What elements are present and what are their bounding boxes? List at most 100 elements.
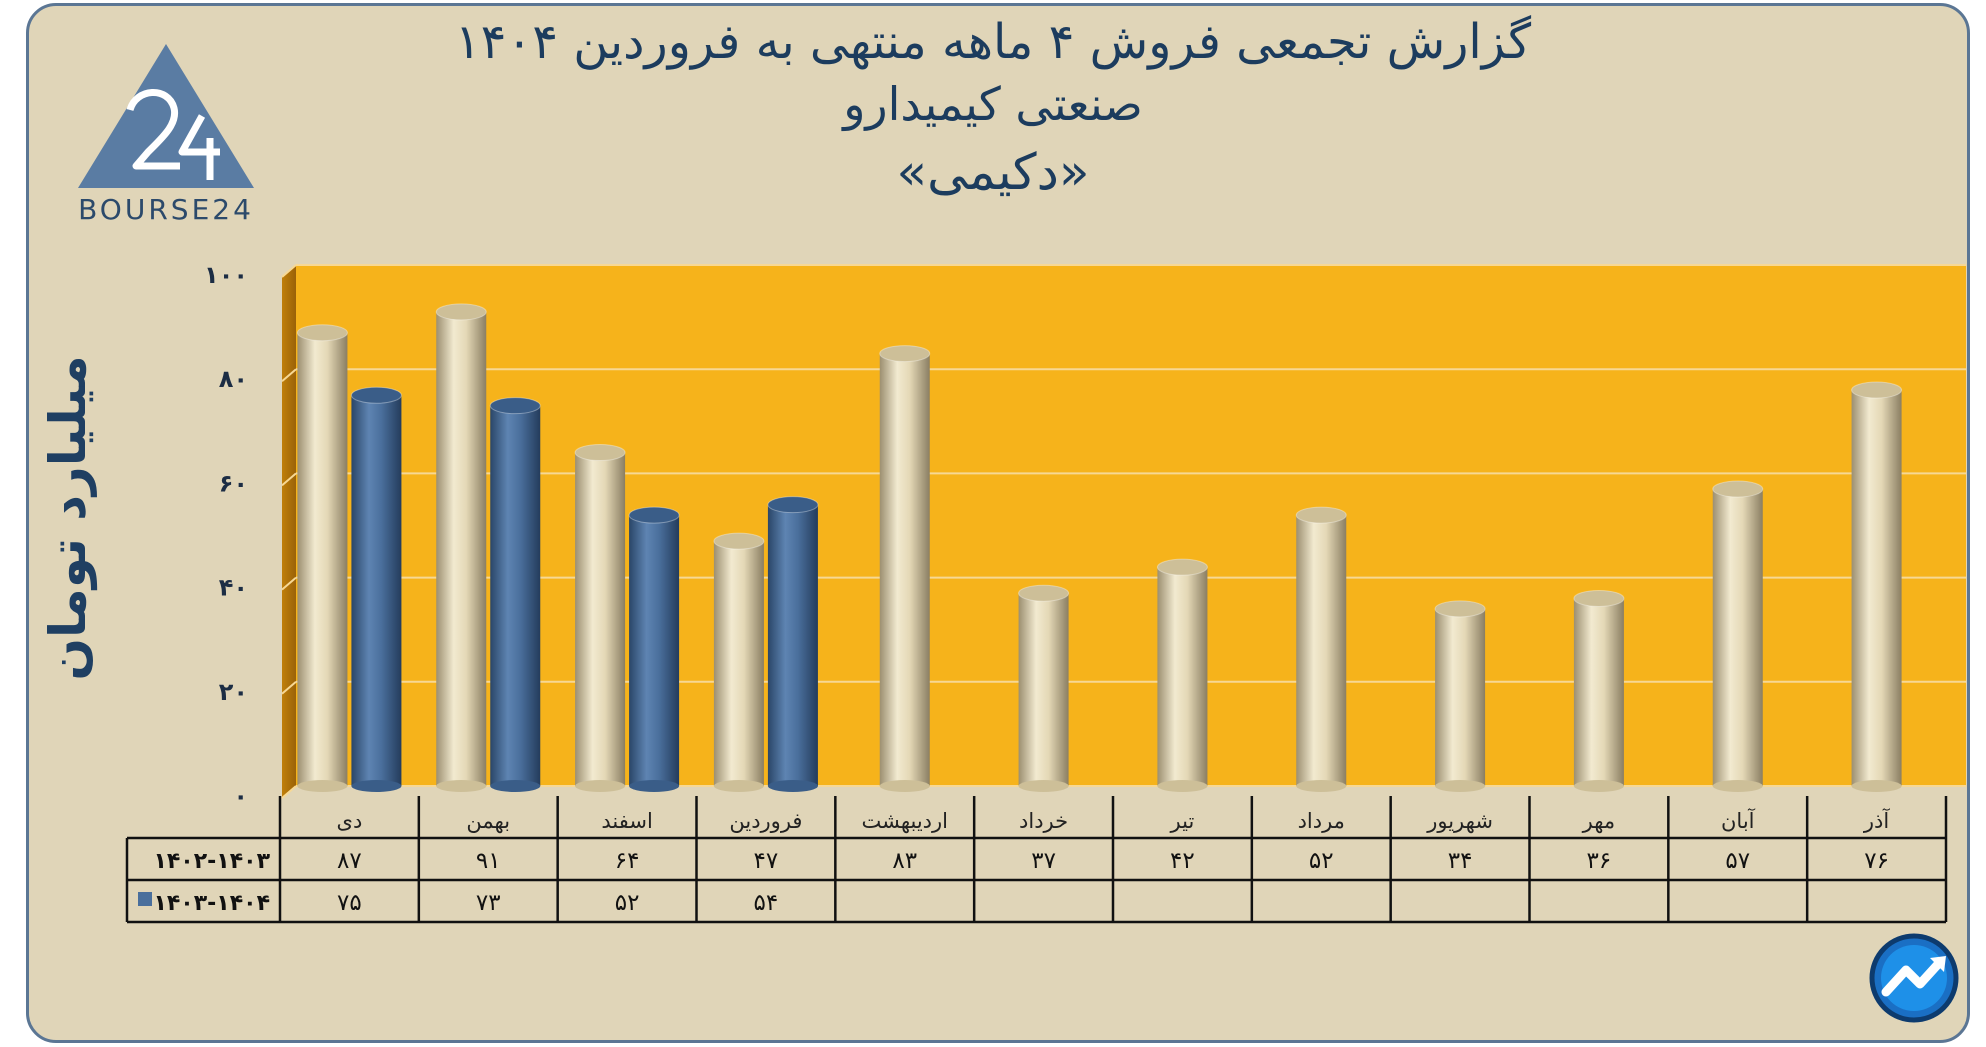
- bar: [1434, 600, 1486, 792]
- bar-base: [767, 780, 818, 792]
- logo-text: BOURSE24: [78, 193, 254, 226]
- bar-base: [1573, 780, 1624, 792]
- data-label: ۴۷: [754, 848, 779, 874]
- data-label: ۷۶: [1864, 848, 1889, 874]
- gridlines: [281, 264, 1966, 799]
- bar-body: [1851, 390, 1902, 786]
- bar-body: [629, 515, 680, 786]
- bar-cap: [350, 386, 402, 404]
- bar-cap: [574, 444, 626, 462]
- gridline-wall: [281, 368, 297, 382]
- y-tick-label: ۱۰۰: [204, 261, 248, 289]
- bar-body: [1435, 608, 1486, 786]
- chart-title: گزارش تجمعی فروش ۴ ماهه منتهی به فروردین…: [454, 14, 1532, 70]
- bar-body: [575, 452, 626, 786]
- series-label: ۱۴۰۳-۱۴۰۴: [153, 891, 270, 916]
- category-label: خرداد: [1019, 809, 1068, 833]
- bar-cap: [296, 324, 348, 342]
- bar: [1156, 558, 1208, 792]
- data-label: ۸۳: [892, 848, 917, 874]
- y-tick-label: ۴۰: [219, 574, 248, 602]
- bar-body: [297, 332, 348, 786]
- data-label: ۴۲: [1170, 848, 1195, 874]
- plot-area: [282, 265, 1966, 798]
- bar-cap: [1018, 584, 1070, 602]
- bar: [1018, 584, 1070, 792]
- bar-base: [629, 780, 680, 792]
- bar-body: [490, 405, 541, 786]
- bar-base: [1851, 780, 1902, 792]
- gridline-wall: [281, 264, 297, 278]
- company-name: صنعتی کیمیدارو: [843, 77, 1143, 131]
- y-tick-label: ۶۰: [219, 469, 248, 497]
- data-label: ۳۷: [1031, 848, 1056, 874]
- data-table: دی بهمن اسفند فروردین اردیبهشت خرداد تیر مرداد ش…: [125, 796, 1948, 924]
- plot-background: [296, 265, 1966, 786]
- data-label: ۸۷: [337, 848, 362, 874]
- bourse24-triangle-logo-icon: [78, 44, 254, 188]
- category-label: دی: [337, 809, 363, 833]
- bar-cap: [628, 506, 680, 524]
- plot-side-wall: [282, 265, 296, 798]
- bar-base: [1296, 780, 1347, 792]
- gridline-wall: [281, 576, 297, 591]
- bar-cap: [879, 345, 931, 363]
- bar-body: [767, 504, 818, 786]
- bar-body: [351, 395, 402, 786]
- gridline-wall: [281, 785, 297, 799]
- bar-cap: [713, 532, 765, 550]
- y-tick-label: ۸۰: [219, 365, 248, 393]
- bar: [1573, 589, 1625, 792]
- data-label: ۵۲: [615, 890, 640, 916]
- bar-base: [1435, 780, 1486, 792]
- bar-base: [1018, 780, 1069, 792]
- category-label: اسفند: [601, 809, 652, 833]
- bar: [1851, 381, 1903, 792]
- bar-base: [713, 780, 764, 792]
- bar: [1712, 480, 1764, 792]
- category-label: مرداد: [1298, 809, 1345, 833]
- bar-base: [1157, 780, 1208, 792]
- bar-base: [1712, 780, 1763, 792]
- bar-cap: [435, 303, 487, 321]
- bar-body: [1157, 567, 1208, 786]
- bar-base: [575, 780, 626, 792]
- bar-base: [351, 780, 402, 792]
- bar-cap: [1295, 506, 1347, 524]
- bar: [574, 444, 626, 792]
- bar-body: [1573, 598, 1624, 786]
- data-label: ۵۴: [754, 890, 779, 916]
- bar: [296, 324, 348, 792]
- data-label: ۳۶: [1587, 848, 1612, 874]
- bar-base: [490, 780, 541, 792]
- series-label: ۱۴۰۲-۱۴۰۳: [153, 849, 270, 874]
- bar-cap: [1851, 381, 1903, 399]
- bar-cap: [1573, 589, 1625, 607]
- data-label: ۵۲: [1309, 848, 1334, 874]
- category-label: شهریور: [1426, 809, 1493, 833]
- bars: [296, 303, 1903, 792]
- data-label: ۵۷: [1725, 848, 1750, 874]
- y-tick-label: ۰: [233, 782, 248, 810]
- ticker-symbol: «دکیمی»: [896, 143, 1090, 201]
- bar-cap: [1434, 600, 1486, 618]
- data-label: ۳۴: [1448, 848, 1473, 874]
- category-label: مهر: [1582, 809, 1616, 833]
- bar-cap: [1712, 480, 1764, 498]
- bar-body: [1712, 489, 1763, 786]
- bar-body: [1018, 593, 1069, 786]
- bar: [628, 506, 680, 792]
- gridline-wall: [281, 472, 297, 487]
- category-label: بهمن: [466, 809, 510, 833]
- bar-base: [879, 780, 930, 792]
- bar: [879, 345, 931, 792]
- data-label: ۷۳: [476, 890, 501, 916]
- category-label: فروردین: [729, 809, 802, 833]
- bar-base: [436, 780, 487, 792]
- bar-body: [1296, 515, 1347, 786]
- bar: [350, 386, 402, 792]
- bar: [489, 397, 541, 792]
- data-label: ۶۴: [615, 848, 640, 874]
- bar-body: [436, 311, 487, 786]
